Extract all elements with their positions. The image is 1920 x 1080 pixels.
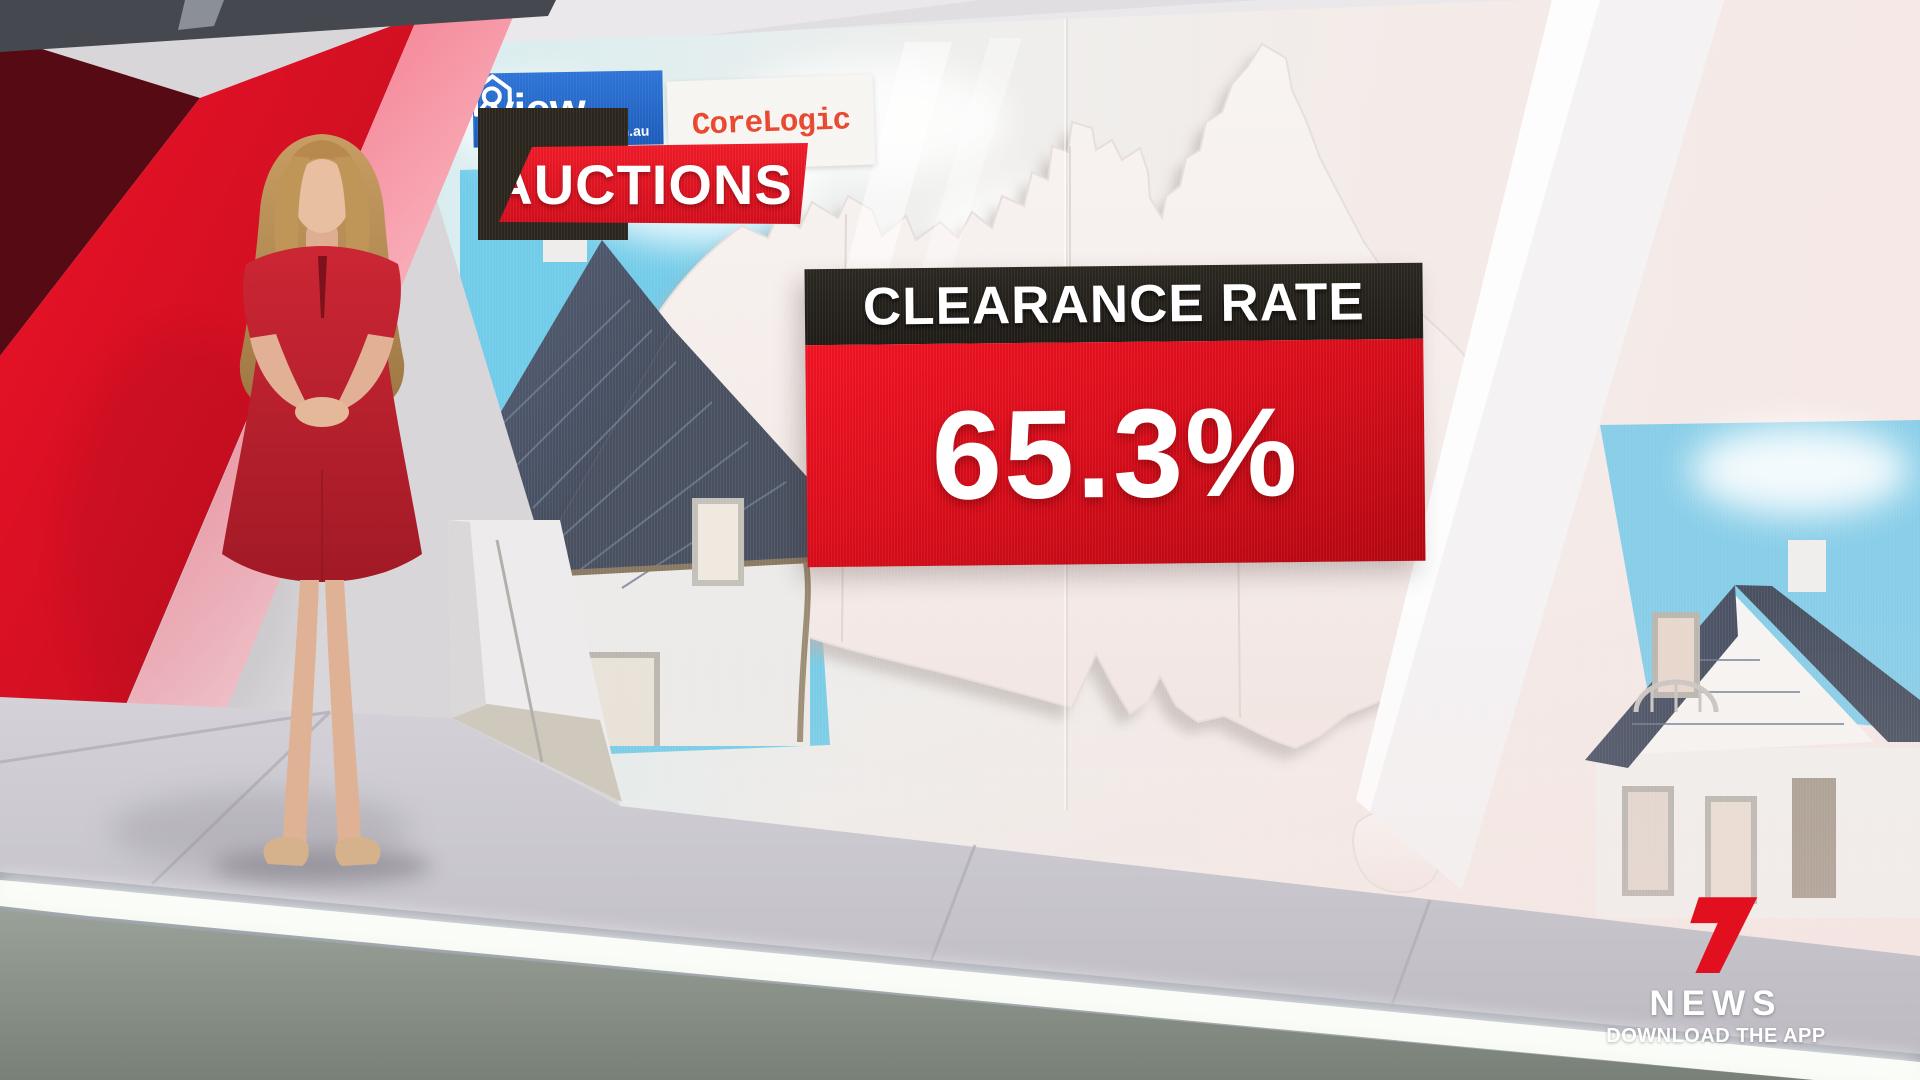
presenter-figure bbox=[222, 134, 422, 866]
ceiling-dark-band bbox=[0, 0, 556, 52]
maroon-stripe bbox=[0, 36, 200, 356]
platform-floor bbox=[0, 697, 1920, 1060]
lower-studio-floor bbox=[0, 910, 1812, 1080]
download-the-app-text: DOWNLOAD THE APP bbox=[1606, 1025, 1826, 1047]
balcony bbox=[1633, 679, 1719, 713]
auctions-banner-label: AUCTIONS bbox=[492, 152, 793, 216]
presenter-legs bbox=[283, 580, 319, 846]
studio-ceiling-panel bbox=[380, 0, 1525, 47]
news-wordmark: NEWS bbox=[1649, 984, 1783, 1023]
seven-icon bbox=[1690, 897, 1758, 973]
alcove bbox=[448, 520, 622, 802]
house-door bbox=[1792, 778, 1836, 898]
presenter-face bbox=[293, 159, 351, 233]
right-house bbox=[1585, 540, 1920, 918]
roof-plane bbox=[1735, 585, 1920, 742]
presenter-shoes bbox=[263, 836, 309, 866]
auctions-banner: AUCTIONS bbox=[492, 143, 808, 224]
seven-news-logo: NEWS DOWNLOAD THE APP bbox=[1596, 893, 1836, 1047]
roof-plane bbox=[528, 328, 848, 575]
presenter-hands bbox=[295, 397, 349, 427]
